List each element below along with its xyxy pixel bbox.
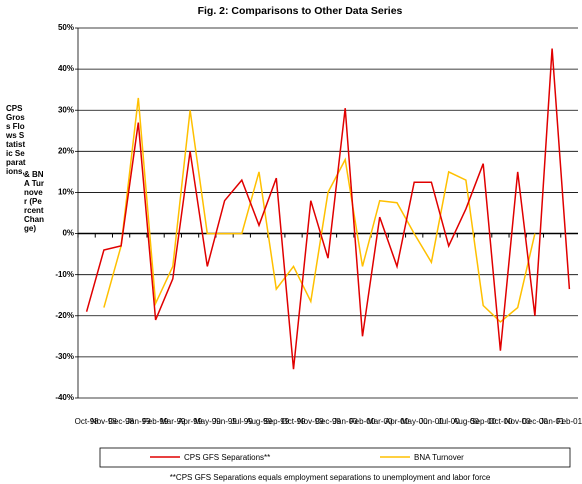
x-tick-label: Nov-99 [298, 417, 324, 426]
x-tick-label: Dec-99 [315, 417, 341, 426]
footnote: **CPS GFS Separations equals employment … [170, 473, 491, 482]
legend-label: CPS GFS Separations** [184, 453, 270, 462]
y-axis-label: & BNA Turnover (Percent Change) [24, 170, 44, 233]
y-tick-label: 20% [58, 146, 74, 155]
x-tick-label: May-99 [194, 417, 221, 426]
x-tick-label: Dec-98 [108, 417, 134, 426]
y-tick-label: 30% [58, 105, 74, 114]
x-tick-label: Nov-98 [91, 417, 117, 426]
series-line [85, 48, 571, 370]
x-tick-label: Jan-99 [126, 417, 151, 426]
x-tick-label: Mar-99 [160, 417, 186, 426]
y-tick-label: -30% [55, 352, 74, 361]
x-tick-label: Nov-00 [505, 417, 531, 426]
x-tick-label: Jan-01 [540, 417, 565, 426]
x-tick-label: Jun-99 [212, 417, 237, 426]
y-axis-label: CPS Gross Flows Statistic Separations, [6, 104, 26, 176]
chart-title: Fig. 2: Comparisons to Other Data Series [198, 5, 403, 17]
y-tick-label: 10% [58, 188, 74, 197]
x-tick-label: Aug-99 [246, 417, 272, 426]
x-tick-label: Apr-00 [385, 417, 410, 426]
x-tick-label: Feb-01 [557, 417, 582, 426]
x-tick-label: Sep-99 [263, 417, 289, 426]
x-tick-label: Oct-98 [75, 417, 100, 426]
x-tick-label: May-00 [401, 417, 428, 426]
y-tick-label: 40% [58, 64, 74, 73]
x-tick-label: Dec-00 [522, 417, 548, 426]
x-tick-label: Jul-99 [231, 417, 253, 426]
legend-box [99, 447, 571, 468]
y-tick-label: 50% [58, 23, 74, 32]
x-tick-label: Feb-99 [143, 417, 169, 426]
y-tick-label: -10% [55, 270, 74, 279]
y-tick-label: 0% [62, 229, 74, 238]
x-tick-label: Jun-00 [419, 417, 444, 426]
legend-label: BNA Turnover [414, 453, 464, 462]
x-tick-label: Apr-99 [178, 417, 203, 426]
y-tick-label: -20% [55, 311, 74, 320]
x-tick-label: Jan-00 [333, 417, 358, 426]
x-tick-label: Mar-00 [367, 417, 393, 426]
series-line [103, 97, 536, 323]
x-tick-label: Feb-00 [350, 417, 376, 426]
y-tick-label: -40% [55, 393, 74, 402]
x-tick-label: Sep-00 [470, 417, 496, 426]
x-tick-label: Aug-00 [453, 417, 479, 426]
x-tick-label: Oct-00 [488, 417, 513, 426]
x-tick-label: Oct-99 [282, 417, 307, 426]
x-tick-label: Jul-00 [438, 417, 460, 426]
